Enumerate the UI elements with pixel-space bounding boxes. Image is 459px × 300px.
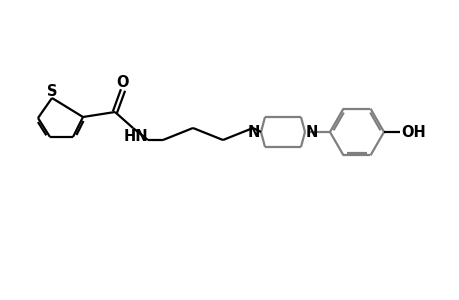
Text: N: N	[247, 124, 260, 140]
Text: OH: OH	[401, 124, 425, 140]
Text: N: N	[305, 124, 318, 140]
Text: O: O	[117, 74, 129, 89]
Text: HN: HN	[123, 128, 148, 143]
Text: S: S	[47, 83, 57, 98]
